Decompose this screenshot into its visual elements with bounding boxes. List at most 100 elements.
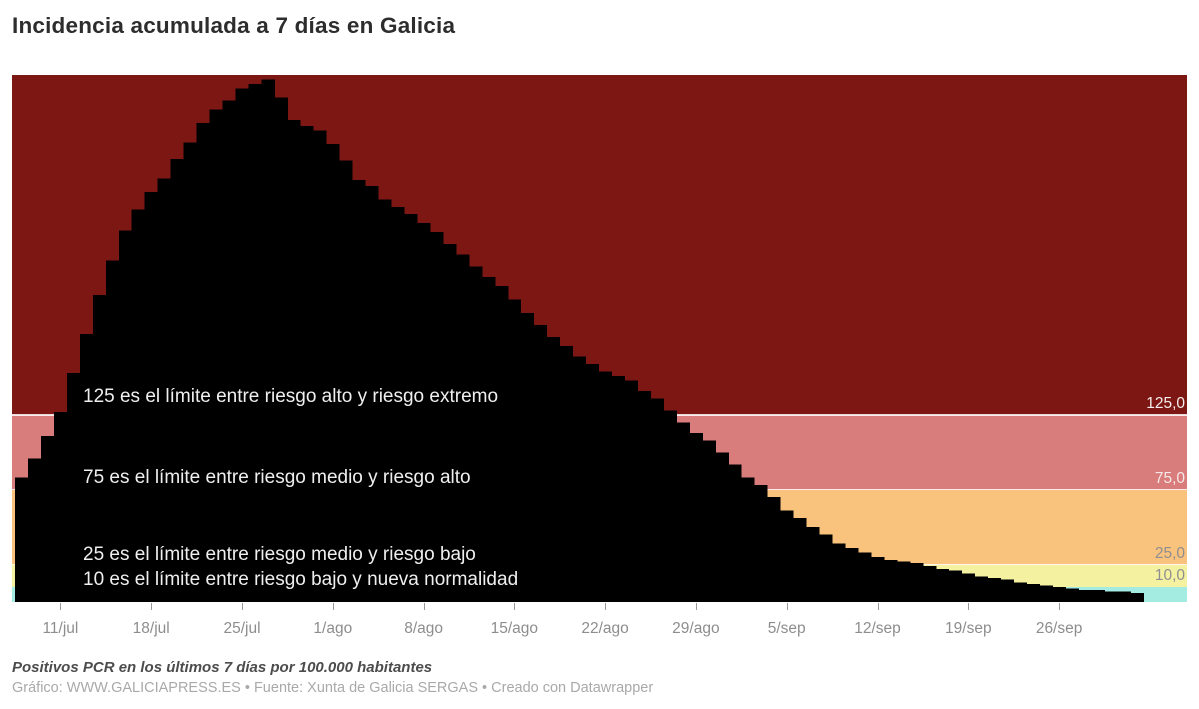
bar-1/oct: [1117, 591, 1131, 602]
bar-27/sep: [1065, 588, 1079, 602]
bar-17/sep: [935, 569, 950, 602]
plot-area: 125,0 75,0 25,0 10,0 125 es el límite entre …: [12, 75, 1187, 602]
bar-12/sep: [871, 557, 885, 602]
bar-3/ago: [352, 179, 366, 602]
chart-note: Positivos PCR en los últimos 7 días por …: [12, 659, 433, 676]
bar-25/ago: [637, 390, 651, 602]
bar-9/sep: [832, 543, 846, 602]
bar-13/sep: [883, 560, 898, 602]
x-tick-11/jul: [60, 603, 62, 610]
bar-22/ago: [598, 371, 613, 602]
bar-2/sep: [741, 477, 755, 602]
y-axis-label-75: 75,0: [1154, 469, 1185, 487]
bar-13/ago: [481, 277, 496, 602]
x-tick-25/jul: [242, 603, 243, 610]
bar-24/jul: [222, 100, 236, 602]
bar-2/oct: [1130, 593, 1144, 602]
x-tick-22/ago: [605, 603, 607, 610]
bar-20/sep: [974, 576, 989, 602]
x-label-25/jul: 25/jul: [223, 620, 261, 637]
bar-2/ago: [339, 160, 353, 602]
bar-28/jul: [274, 97, 288, 602]
bar-29/jul: [287, 119, 301, 602]
x-tick-5/sep: [786, 603, 788, 610]
bar-15/ago: [507, 299, 522, 602]
bar-19/sep: [961, 573, 976, 602]
bar-5/sep: [780, 510, 794, 602]
bar-20/ago: [572, 356, 587, 602]
bar-7/sep: [806, 527, 820, 602]
bar-24/ago: [624, 380, 638, 602]
bar-22/jul: [196, 122, 210, 602]
bar-16/jul: [118, 230, 133, 602]
bar-26/sep: [1052, 587, 1066, 602]
bar-30/sep: [1104, 591, 1118, 602]
bar-8/ago: [417, 223, 431, 602]
x-label-18/jul: 18/jul: [132, 620, 170, 637]
bar-30/ago: [702, 440, 716, 602]
annotation-3: 25 es el límite entre riesgo medio y rie…: [83, 544, 476, 566]
bar-19/ago: [559, 345, 574, 602]
bar-8/sep: [819, 534, 833, 602]
bar-23/ago: [611, 375, 625, 602]
bar-1/ago: [326, 143, 340, 602]
bar-29/sep: [1091, 590, 1105, 602]
y-axis-label-125: 125,0: [1146, 394, 1185, 412]
bar-10/sep: [845, 548, 859, 602]
bar-18/sep: [948, 570, 963, 602]
bar-16/ago: [520, 313, 535, 602]
bar-1/sep: [728, 464, 742, 602]
bar-8/jul: [15, 477, 29, 602]
bar-28/ago: [676, 422, 690, 602]
bar-16/sep: [922, 566, 937, 602]
bar-18/jul: [144, 191, 159, 602]
bar-21/jul: [183, 142, 197, 602]
bar-10/ago: [443, 244, 457, 602]
bar-17/ago: [533, 325, 548, 602]
annotation-4: 10 es el límite entre riesgo bajo y nuev…: [83, 569, 519, 591]
x-tick-1/ago: [332, 603, 334, 610]
x-tick-26/sep: [1059, 603, 1061, 610]
bar-15/sep: [909, 563, 924, 602]
bar-15/jul: [105, 260, 120, 602]
bar-9/ago: [430, 232, 444, 602]
bars-layer: [15, 79, 1144, 602]
x-label-5/sep: 5/sep: [767, 620, 806, 637]
annotation-1: 125 es el límite entre riesgo alto y rie…: [83, 385, 499, 407]
chart-title: Incidencia acumulada a 7 días en Galicia: [12, 13, 456, 38]
bar-12/jul: [66, 372, 81, 602]
bar-31/ago: [715, 452, 729, 602]
bar-4/sep: [767, 497, 781, 602]
bar-19/jul: [157, 178, 172, 602]
x-tick-19/sep: [968, 603, 970, 610]
bar-11/jul: [53, 411, 68, 602]
bar-5/ago: [378, 199, 392, 602]
bar-25/sep: [1039, 585, 1053, 602]
x-label-15/ago: 15/ago: [490, 620, 539, 637]
bar-4/ago: [365, 185, 379, 602]
bar-11/ago: [455, 254, 470, 602]
annotation-2: 75 es el límite entre riesgo medio y rie…: [83, 467, 471, 489]
bar-7/ago: [404, 214, 418, 602]
chart-byline: Gráfico: WWW.GALICIAPRESS.ES • Fuente: X…: [12, 680, 654, 696]
bar-17/jul: [131, 209, 146, 602]
y-axis-label-10: 10,0: [1154, 567, 1185, 585]
bar-31/jul: [313, 130, 327, 602]
bar-26/ago: [650, 398, 664, 602]
x-tick-15/ago: [514, 603, 516, 610]
bar-26/jul: [248, 83, 262, 602]
x-label-1/ago: 1/ago: [313, 620, 353, 637]
bar-23/sep: [1013, 582, 1028, 602]
bar-12/ago: [468, 266, 483, 602]
bar-27/ago: [663, 410, 677, 602]
bar-9/jul: [27, 458, 42, 602]
bar-13/jul: [79, 334, 94, 602]
x-tick-29/ago: [695, 603, 697, 610]
bar-27/jul: [261, 79, 275, 602]
bar-23/jul: [209, 109, 223, 602]
bar-20/jul: [170, 158, 185, 602]
bar-24/sep: [1026, 584, 1041, 602]
x-axis: 11/jul 18/jul 25/jul 1/ago 8/ago 15/ago 22/ago…: [12, 602, 1187, 642]
bar-10/jul: [40, 435, 55, 602]
